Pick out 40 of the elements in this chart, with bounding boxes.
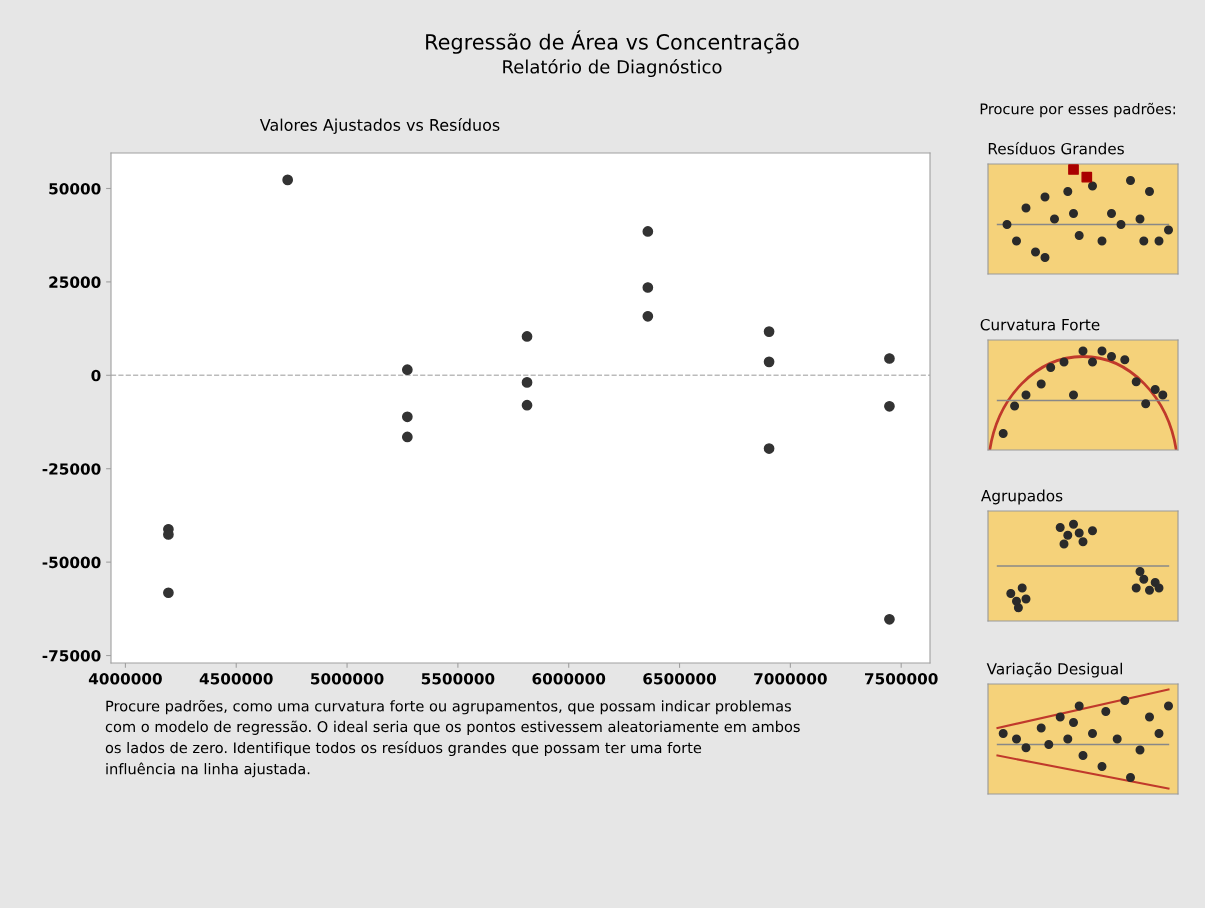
chart-title: Regressão de Área vs Concentração [426,30,799,54]
x-tick-label: 5500000 [421,672,495,685]
text: Variação Desigual [986,662,1122,678]
point [401,431,413,443]
y-tick-label: -25000 [42,463,101,475]
point [401,364,413,376]
y-tick-label: -75000 [42,649,101,662]
chart-subtitle: Relatório de Diagnóstico [503,58,722,78]
point [763,356,775,368]
point [763,326,775,337]
point [884,613,895,625]
point [642,310,654,322]
y-tick-label: 25000 [49,276,101,288]
point [163,587,174,599]
x-tick-label: 7000000 [754,672,827,685]
point [521,331,533,342]
y-tick-label: 50000 [49,182,101,195]
point [282,174,294,186]
x-tick-label: 7500000 [865,672,938,685]
y-tick-label: -50000 [42,556,101,569]
point [521,377,533,388]
point [642,226,654,237]
point [884,353,895,364]
x-tick-label: 6000000 [532,672,606,685]
text: Curvatura Forte [980,318,1100,331]
text: Valores Ajustados vs Resíduos [259,117,500,135]
point [642,282,654,293]
point [521,399,533,411]
text: Procure padrões, como uma curvatura forte ou agrupamentos, que possam indicar problemas com o modelo de regressão. O ideal seria que os pontos estivessem aleatoriamente em ambos os lados de zero. Identifique todos os resíduos grandes que possam ter uma forte influência na linha ajustada. [105,700,800,778]
point [401,411,413,423]
x-tick-label: 6500000 [643,672,717,685]
x-tick-label: 4500000 [199,672,273,685]
text: Procure por esses padrões: [980,102,1175,118]
text: Agrupados [981,489,1063,505]
x-tick-label: 5000000 [311,672,384,685]
text: Resíduos Grandes [988,142,1124,155]
x-tick-label: 4000000 [88,672,162,685]
y-tick-label: 0 [91,369,101,382]
point [763,443,775,454]
point [884,400,895,412]
